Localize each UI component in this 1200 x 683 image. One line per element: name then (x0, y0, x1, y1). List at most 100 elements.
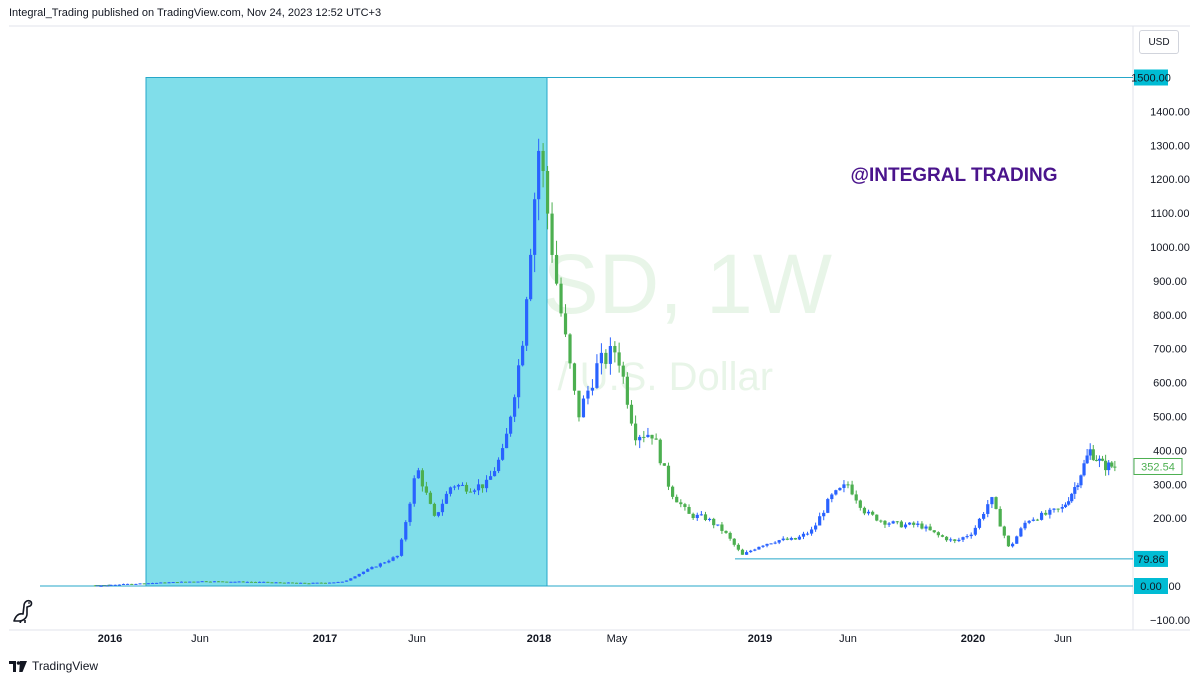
candle-body (408, 503, 412, 523)
candle-body (728, 532, 732, 539)
candle-body (994, 497, 998, 509)
candle-body (208, 581, 212, 583)
candle-body (1085, 455, 1089, 464)
candle-body (621, 365, 625, 377)
candle-body (986, 504, 990, 514)
candle-body (629, 404, 634, 424)
candle-body (928, 526, 932, 531)
y-tick-label: 300.00 (1153, 479, 1187, 491)
tradingview-footer[interactable]: TradingView (9, 659, 98, 673)
candle-body (858, 500, 862, 508)
candle-body (850, 484, 854, 495)
candle-body (563, 313, 568, 335)
candle-body (529, 254, 533, 300)
candle-body (550, 213, 554, 255)
candle-body (724, 530, 728, 533)
candle-body (891, 521, 895, 524)
x-tick-label: Jun (1054, 633, 1072, 645)
candle-body (666, 465, 671, 487)
candle-body (278, 582, 282, 584)
candle-body (781, 538, 785, 541)
candle-body (374, 566, 378, 568)
candle-body (716, 524, 720, 526)
candle-body (572, 363, 577, 391)
candle-body (113, 584, 117, 586)
candle-body (883, 520, 887, 525)
candle-body (480, 484, 485, 489)
candle-body (130, 583, 134, 585)
currency-button[interactable]: USD (1139, 30, 1179, 54)
tradingview-brand: TradingView (32, 659, 99, 673)
candle-body (707, 518, 712, 521)
candle-body (908, 522, 912, 525)
candle-body (670, 486, 675, 497)
candle-body (1070, 493, 1074, 502)
candle-body (789, 537, 793, 540)
candle-body (866, 511, 871, 514)
candle-body (871, 511, 875, 515)
candle-body (290, 582, 295, 584)
candle-body (237, 581, 241, 583)
candle-body (533, 199, 537, 255)
candle-body (378, 563, 382, 567)
candle-body (391, 557, 395, 561)
candle-body (912, 522, 916, 525)
candle-body (200, 581, 204, 583)
candle-body (687, 506, 691, 514)
candle-body (192, 581, 196, 583)
price-line-label: 1500.00 (1131, 73, 1171, 85)
candle-body (1097, 458, 1102, 461)
y-tick-label: 1400.00 (1150, 106, 1190, 118)
candle-body (586, 390, 590, 399)
y-tick-label: 900.00 (1153, 276, 1187, 288)
candle-body (826, 499, 830, 513)
candle-body (323, 582, 327, 584)
candle-body (436, 512, 441, 516)
candle-body (944, 536, 949, 541)
candle-body (121, 583, 126, 585)
candle-body (229, 581, 233, 583)
candle-body (476, 484, 481, 491)
candle-body (1113, 466, 1117, 468)
candle-body (940, 535, 945, 537)
candle-body (949, 539, 953, 541)
candle-body (424, 486, 429, 493)
candle-body (581, 398, 586, 418)
candle-body (1100, 458, 1105, 461)
candle-body (675, 496, 679, 503)
candle-body (1048, 509, 1052, 515)
candle-body (765, 543, 769, 546)
candle-body (879, 520, 883, 522)
candle-body (258, 581, 262, 583)
candle-body (163, 582, 167, 584)
y-tick-label: 1100.00 (1151, 208, 1190, 220)
candle-body (658, 439, 662, 464)
candle-body (126, 583, 130, 585)
candle-body (875, 514, 879, 521)
candle-body (736, 544, 740, 550)
candle-body (1019, 528, 1023, 537)
candle-body (757, 546, 761, 550)
candle-body (932, 530, 936, 533)
y-tick-label: 1300.00 (1150, 140, 1190, 152)
candle-body (969, 534, 973, 537)
candle-body (961, 537, 965, 540)
candle-body (595, 363, 599, 388)
candle-body (253, 581, 258, 583)
candle-body (262, 581, 266, 583)
candle-body (142, 583, 146, 585)
candle-body (740, 549, 745, 555)
candle-body (383, 562, 387, 564)
candle-body (340, 581, 344, 583)
candle-body (460, 484, 465, 486)
candle-body (216, 581, 221, 583)
candle-body (1107, 462, 1111, 471)
candle-body (982, 513, 986, 519)
candle-body (834, 490, 838, 495)
candle-body (319, 582, 323, 584)
y-tick-label: 500.00 (1153, 412, 1187, 424)
candle-body (973, 527, 977, 535)
x-tick-label: 2016 (98, 633, 122, 645)
range-box[interactable] (145, 77, 548, 587)
